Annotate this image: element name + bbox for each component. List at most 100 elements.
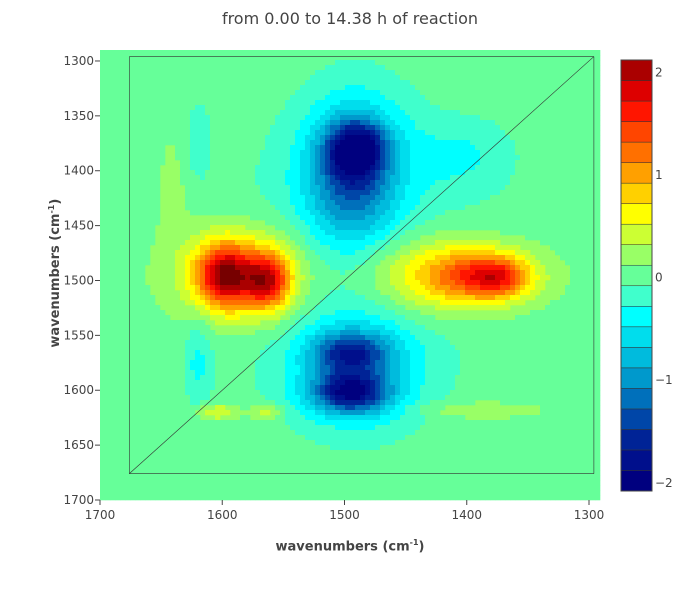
contour-cell	[545, 235, 551, 241]
contour-cell	[530, 140, 536, 146]
contour-cell	[445, 60, 451, 66]
contour-cell	[275, 145, 281, 151]
contour-cell	[490, 100, 496, 106]
contour-cell	[275, 165, 281, 171]
contour-cell	[395, 80, 401, 86]
contour-cell	[540, 60, 546, 66]
contour-cell	[235, 105, 241, 111]
contour-cell	[160, 115, 166, 121]
contour-cell	[395, 310, 401, 316]
contour-cell	[100, 180, 106, 186]
contour-cell	[435, 275, 441, 281]
contour-cell	[290, 225, 296, 231]
contour-cell	[200, 185, 206, 191]
contour-cell	[120, 190, 126, 196]
contour-cell	[585, 75, 591, 81]
contour-cell	[530, 100, 536, 106]
contour-cell	[325, 70, 331, 76]
contour-cell	[405, 175, 411, 181]
contour-cell	[140, 55, 146, 61]
contour-cell	[225, 310, 231, 316]
contour-cell	[485, 60, 491, 66]
contour-cell	[470, 170, 476, 176]
contour-cell	[495, 150, 501, 156]
contour-cell	[310, 265, 316, 271]
contour-cell	[475, 120, 481, 126]
contour-cell	[465, 205, 471, 211]
contour-cell	[500, 125, 506, 131]
contour-cell	[340, 70, 346, 76]
contour-cell	[310, 160, 316, 166]
contour-cell	[415, 55, 421, 61]
contour-cell	[360, 75, 366, 81]
contour-cell	[225, 75, 231, 81]
contour-cell	[530, 235, 536, 241]
contour-cell	[255, 250, 261, 256]
contour-cell	[520, 280, 526, 286]
contour-cell	[470, 100, 476, 106]
contour-cell	[325, 185, 331, 191]
contour-cell	[325, 295, 331, 301]
contour-cell	[465, 125, 471, 131]
contour-cell	[310, 135, 316, 141]
contour-cell	[145, 115, 151, 121]
contour-cell	[210, 85, 216, 91]
contour-cell	[440, 305, 446, 311]
contour-cell	[420, 80, 426, 86]
contour-cell	[245, 145, 251, 151]
contour-cell	[490, 255, 496, 261]
contour-cell	[405, 130, 411, 136]
contour-cell	[335, 90, 341, 96]
contour-cell	[240, 60, 246, 66]
contour-cell	[560, 210, 566, 216]
contour-cell	[550, 90, 556, 96]
contour-cell	[540, 70, 546, 76]
contour-cell	[245, 70, 251, 76]
contour-cell	[290, 205, 296, 211]
contour-cell	[325, 270, 331, 276]
contour-cell	[590, 250, 596, 256]
contour-cell	[165, 65, 171, 71]
contour-cell	[265, 220, 271, 226]
contour-cell	[335, 160, 341, 166]
contour-cell	[145, 315, 151, 321]
contour-cell	[250, 100, 256, 106]
contour-cell	[305, 80, 311, 86]
contour-cell	[370, 130, 376, 136]
contour-cell	[155, 170, 161, 176]
contour-cell	[565, 240, 571, 246]
contour-cell	[270, 145, 276, 151]
contour-cell	[290, 100, 296, 106]
contour-cell	[540, 225, 546, 231]
contour-cell	[515, 200, 521, 206]
contour-cell	[240, 290, 246, 296]
contour-cell	[140, 165, 146, 171]
contour-cell	[145, 125, 151, 131]
contour-cell	[400, 150, 406, 156]
contour-cell	[295, 110, 301, 116]
contour-cell	[400, 180, 406, 186]
contour-cell	[230, 315, 236, 321]
contour-cell	[245, 300, 251, 306]
contour-cell	[360, 210, 366, 216]
contour-cell	[290, 145, 296, 151]
contour-cell	[560, 165, 566, 171]
contour-cell	[420, 170, 426, 176]
contour-cell	[215, 90, 221, 96]
contour-cell	[525, 80, 531, 86]
contour-cell	[320, 270, 326, 276]
contour-cell	[335, 150, 341, 156]
contour-cell	[400, 200, 406, 206]
contour-cell	[585, 60, 591, 66]
contour-cell	[110, 135, 116, 141]
contour-cell	[415, 310, 421, 316]
contour-cell	[535, 140, 541, 146]
contour-cell	[435, 130, 441, 136]
contour-cell	[585, 200, 591, 206]
contour-cell	[260, 160, 266, 166]
contour-cell	[350, 205, 356, 211]
contour-cell	[435, 175, 441, 181]
contour-cell	[590, 185, 596, 191]
contour-cell	[110, 150, 116, 156]
contour-cell	[595, 140, 601, 146]
